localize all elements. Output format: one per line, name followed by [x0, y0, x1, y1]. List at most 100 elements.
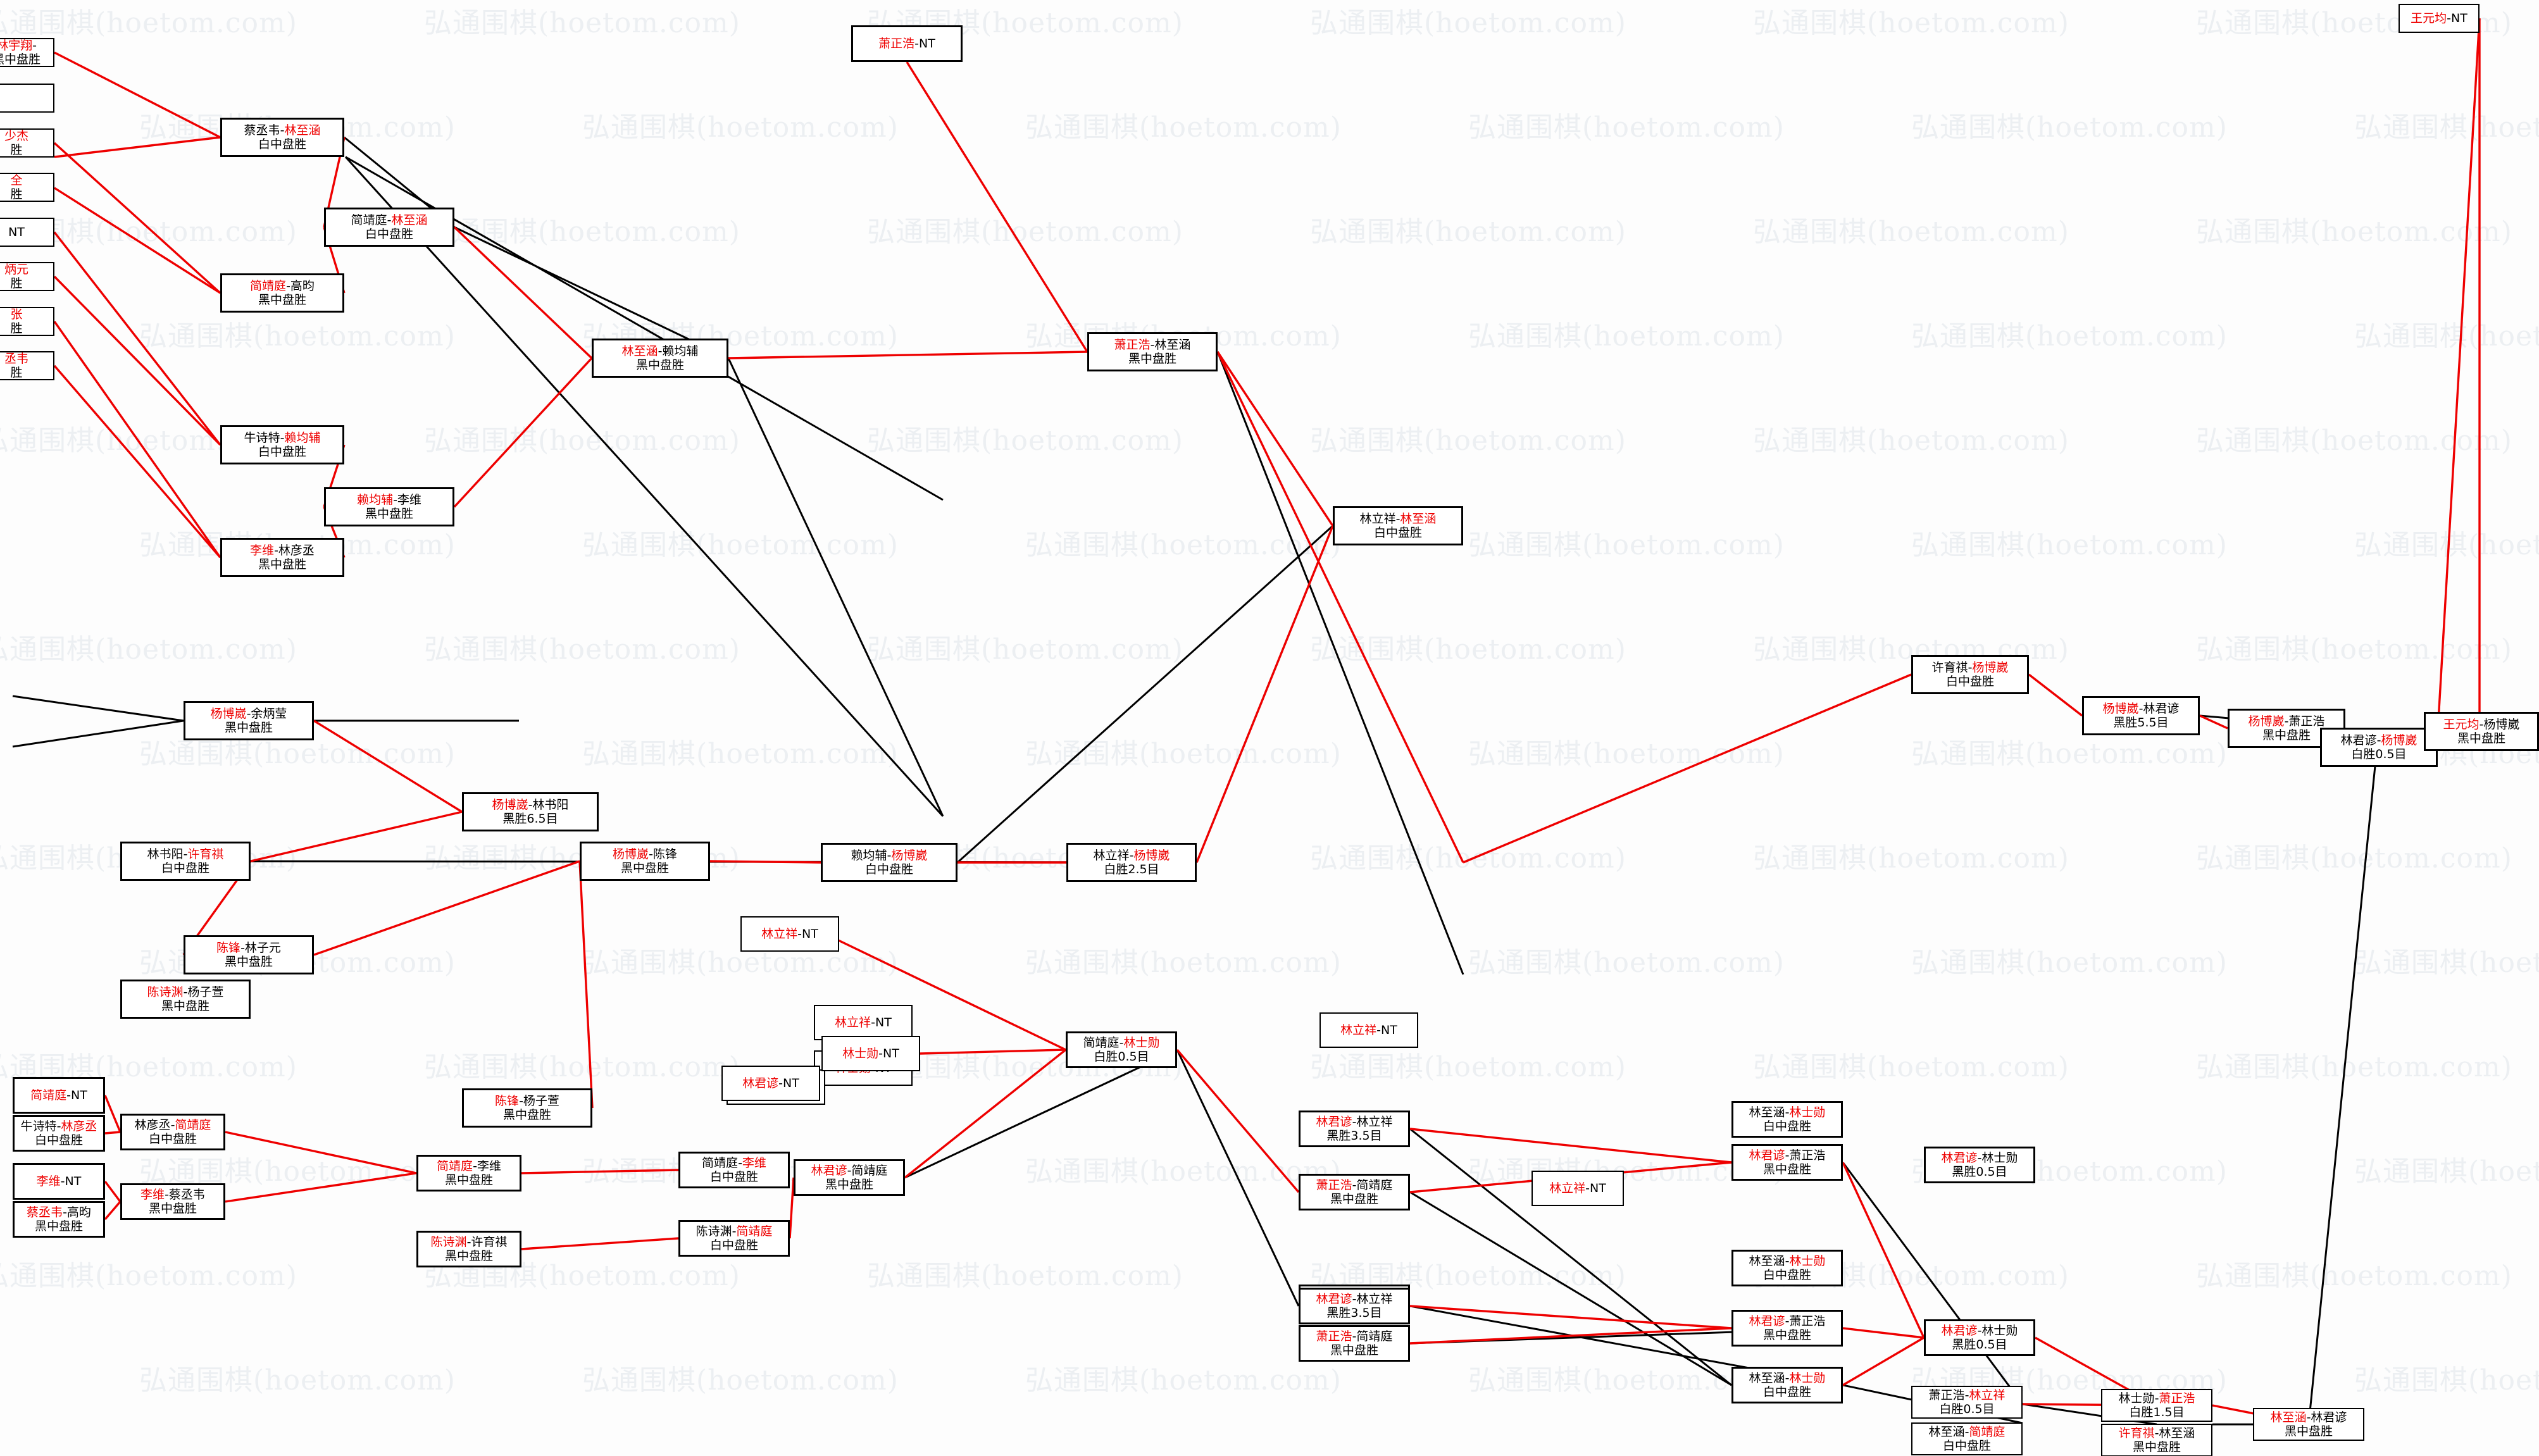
match-box[interactable]: 陈锋-杨子萱 黑中盘胜: [462, 1088, 592, 1128]
match-players: 林君谚-萧正浩: [1749, 1148, 1826, 1162]
match-box[interactable]: 简靖庭-林士勋 白胜0.5目: [1066, 1031, 1177, 1068]
match-box[interactable]: 林君谚-简靖庭 黑中盘胜: [794, 1159, 905, 1196]
match-box[interactable]: 林君谚-萧正浩 黑中盘胜: [1731, 1310, 1843, 1347]
match-box[interactable]: 林至涵-赖均辅 黑中盘胜: [592, 339, 728, 378]
match-box[interactable]: 林立祥-NT: [740, 916, 839, 952]
match-box[interactable]: 林立祥-林至涵 白中盘胜: [1333, 506, 1463, 545]
vs-separator: -: [914, 36, 920, 51]
match-box[interactable]: 许育祺-杨博崴 白中盘胜: [1911, 655, 2029, 694]
match-box[interactable]: 林宇翔-黑中盘胜: [0, 38, 54, 67]
edge-winner-red: [104, 1180, 122, 1203]
match-box[interactable]: 少杰胜: [0, 128, 54, 158]
match-box[interactable]: 林君谚-林立祥黑胜3.5目: [1299, 1288, 1410, 1324]
match-box[interactable]: [0, 84, 54, 113]
match-result: 白中盘胜: [365, 227, 413, 241]
match-box[interactable]: 林士勋-萧正浩 白胜1.5目: [2101, 1389, 2212, 1422]
match-box[interactable]: 王元均-NT: [2399, 4, 2480, 33]
player-two: NT: [1381, 1023, 1397, 1037]
edge-winner-red: [578, 861, 594, 1109]
edge-winner-red: [1216, 351, 1334, 526]
match-box[interactable]: 林立祥-NT: [1319, 1012, 1418, 1048]
match-players: 李维-NT: [37, 1174, 82, 1188]
player-one: 林君谚: [1316, 1291, 1352, 1306]
match-box[interactable]: 全胜: [0, 173, 54, 202]
match-box[interactable]: 萧正浩-简靖庭 黑中盘胜: [1299, 1174, 1410, 1210]
match-box[interactable]: 陈诗渊-许育祺 黑中盘胜: [416, 1231, 521, 1267]
match-box[interactable]: 林君谚-林士勋 黑胜0.5目: [1924, 1147, 2035, 1183]
player-two: 林至涵: [2159, 1426, 2195, 1440]
match-box[interactable]: 简靖庭-李维 白中盘胜: [678, 1152, 790, 1188]
match-box[interactable]: 许育祺-林至涵 黑中盘胜: [2101, 1424, 2212, 1456]
match-box[interactable]: 简靖庭-林至涵 白中盘胜: [324, 208, 454, 247]
match-box[interactable]: 萧正浩-林至涵 黑中盘胜: [1087, 332, 1218, 371]
match-box[interactable]: 陈诗渊-杨子萱 黑中盘胜: [120, 980, 251, 1019]
match-box[interactable]: 林至涵-简靖庭 白中盘胜: [1911, 1422, 2023, 1455]
player-one: 李维: [36, 1174, 61, 1188]
match-box[interactable]: 林君谚-NT: [721, 1066, 820, 1101]
match-box[interactable]: 杨博崴-萧正浩 黑中盘胜: [2228, 709, 2345, 748]
player-one: 少杰: [4, 128, 28, 143]
match-box[interactable]: 萧正浩-林立祥 白胜0.5目: [1911, 1386, 2023, 1419]
match-box[interactable]: 李维-蔡丞韦 黑中盘胜: [120, 1183, 225, 1220]
player-two: 杨博崴: [2381, 733, 2417, 747]
match-box[interactable]: 林彦丞-简靖庭 白中盘胜: [120, 1114, 225, 1150]
match-players: 萧正浩-林至涵: [1114, 338, 1191, 352]
match-box[interactable]: 张胜: [0, 307, 54, 336]
match-players: 简靖庭-NT: [30, 1088, 87, 1102]
player-one: NT: [8, 225, 25, 239]
match-box[interactable]: 杨博崴-余炳莹 黑中盘胜: [184, 701, 314, 740]
match-box[interactable]: 杨博崴-林书阳 黑胜6.5目: [462, 792, 599, 831]
match-box[interactable]: 简靖庭-李维 黑中盘胜: [416, 1155, 521, 1192]
vs-separator: -: [473, 1159, 477, 1173]
match-box[interactable]: 林士勋-NT: [821, 1036, 920, 1071]
match-box[interactable]: 蔡丞韦-高昀 黑中盘胜: [13, 1201, 105, 1238]
match-result: 白胜1.5目: [2129, 1405, 2185, 1419]
match-box[interactable]: 林君谚-林士勋 黑胜0.5目: [1924, 1319, 2035, 1356]
match-box[interactable]: 炳元胜: [0, 262, 54, 291]
match-box[interactable]: 牛诗特-赖均辅 白中盘胜: [220, 425, 344, 464]
match-box[interactable]: 牛诗特-林彦丞 白中盘胜: [13, 1115, 105, 1152]
match-box[interactable]: 林立祥-NT: [814, 1005, 913, 1040]
match-box[interactable]: 林至涵-林士勋 白中盘胜: [1731, 1367, 1843, 1403]
match-box[interactable]: 林君谚-林立祥黑胜3.5目: [1299, 1111, 1410, 1147]
match-box[interactable]: 林书阳-许育祺 白中盘胜: [120, 842, 251, 881]
edge-black: [956, 525, 1334, 864]
player-one: 炳元: [4, 262, 28, 277]
match-result: 黑胜0.5目: [1952, 1338, 2007, 1352]
match-box[interactable]: 陈诗渊-简靖庭 白中盘胜: [678, 1220, 790, 1257]
vs-separator: -: [183, 985, 188, 999]
match-box[interactable]: 李维-林彦丞 黑中盘胜: [220, 538, 344, 577]
match-box[interactable]: 简靖庭-NT: [13, 1077, 105, 1114]
match-box[interactable]: 蔡丞韦-林至涵 白中盘胜: [220, 118, 344, 157]
match-players: 林士勋-萧正浩: [2119, 1391, 2195, 1405]
player-one: 杨博崴: [613, 847, 649, 861]
match-box[interactable]: 林至涵-林士勋 白中盘胜: [1731, 1250, 1843, 1286]
match-box[interactable]: NT: [0, 218, 54, 247]
match-box[interactable]: 林至涵-林士勋 白中盘胜: [1731, 1101, 1843, 1138]
vs-separator: -: [1376, 1023, 1382, 1037]
match-box[interactable]: 林立祥-杨博崴 白胜2.5目: [1066, 843, 1197, 882]
vs-separator: -: [2376, 733, 2381, 747]
match-box[interactable]: 赖均辅-杨博崴 白中盘胜: [821, 843, 958, 882]
match-box[interactable]: 林君谚-萧正浩 黑中盘胜: [1731, 1144, 1843, 1181]
match-box[interactable]: 林至涵-林君谚 黑中盘胜: [2253, 1408, 2364, 1441]
player-two: NT: [1590, 1181, 1606, 1195]
match-box[interactable]: 陈锋-林子元 黑中盘胜: [184, 935, 314, 974]
match-box[interactable]: 萧正浩-NT: [851, 25, 963, 62]
match-players: 林立祥-林至涵: [1360, 512, 1437, 526]
match-box[interactable]: 李维-NT: [13, 1163, 105, 1200]
match-box[interactable]: 林立祥-NT: [1532, 1171, 1624, 1206]
match-box[interactable]: 赖均辅-李维 黑中盘胜: [324, 487, 454, 526]
match-result: 黑中盘胜: [0, 53, 41, 66]
match-box[interactable]: 王元均-杨博崴 黑中盘胜: [2424, 712, 2539, 751]
match-box[interactable]: 丞韦胜: [0, 351, 54, 380]
player-one: 杨博崴: [492, 797, 528, 812]
match-box[interactable]: 杨博崴-林君谚 黑胜5.5目: [2082, 696, 2200, 735]
match-box[interactable]: 简靖庭-高昀 黑中盘胜: [220, 273, 344, 313]
match-box[interactable]: 林君谚-杨博崴 白胜0.5目: [2320, 728, 2438, 767]
match-box[interactable]: 萧正浩-简靖庭 黑中盘胜: [1299, 1325, 1410, 1362]
edge-winner-red: [904, 1048, 1067, 1179]
edge-winner-red: [53, 142, 221, 294]
player-one: 陈诗渊: [696, 1224, 732, 1238]
match-box[interactable]: 杨博崴-陈锋 黑中盘胜: [580, 842, 710, 881]
